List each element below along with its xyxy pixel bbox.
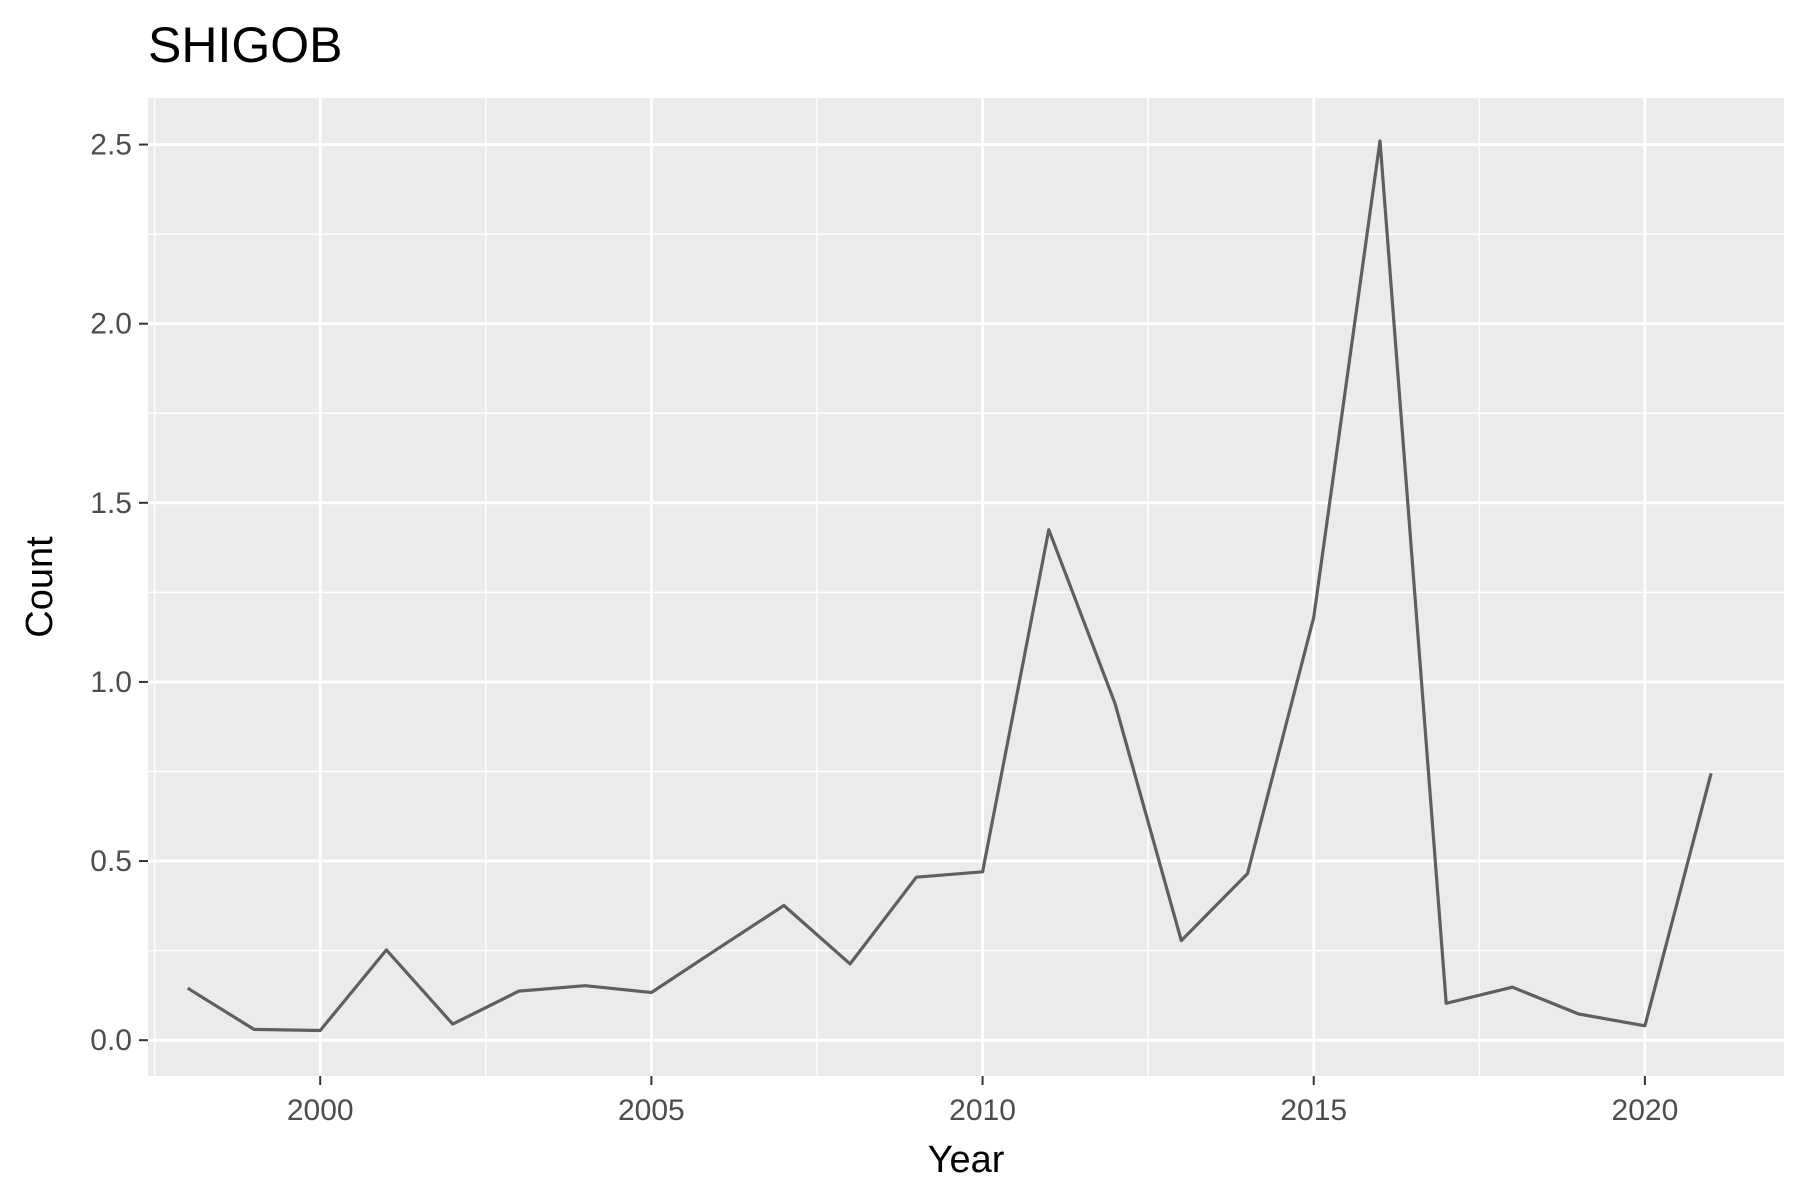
- y-tick-label: 0.0: [90, 1024, 132, 1057]
- y-tick-label: 0.5: [90, 845, 132, 878]
- x-tick-label: 2000: [287, 1094, 354, 1127]
- y-tick-label: 1.5: [90, 487, 132, 520]
- y-tick-label: 1.0: [90, 666, 132, 699]
- x-tick-label: 2010: [949, 1094, 1016, 1127]
- chart-title: SHIGOB: [148, 17, 342, 73]
- plot-panel: [148, 98, 1784, 1076]
- y-tick-label: 2.5: [90, 129, 132, 162]
- x-tick-label: 2015: [1280, 1094, 1347, 1127]
- x-tick-label: 2020: [1612, 1094, 1679, 1127]
- x-axis-title: Year: [928, 1139, 1005, 1181]
- x-axis: 2000 2005 2010 2015 2020: [287, 1076, 1678, 1127]
- y-axis-title: Count: [19, 536, 61, 638]
- y-tick-label: 2.0: [90, 308, 132, 341]
- major-gridlines: [148, 98, 1784, 1076]
- minor-gridlines: [148, 98, 1784, 1076]
- x-tick-label: 2005: [618, 1094, 685, 1127]
- series-line: [186, 139, 1713, 1033]
- y-axis: 0.0 0.5 1.0 1.5 2.0 2.5: [90, 129, 148, 1057]
